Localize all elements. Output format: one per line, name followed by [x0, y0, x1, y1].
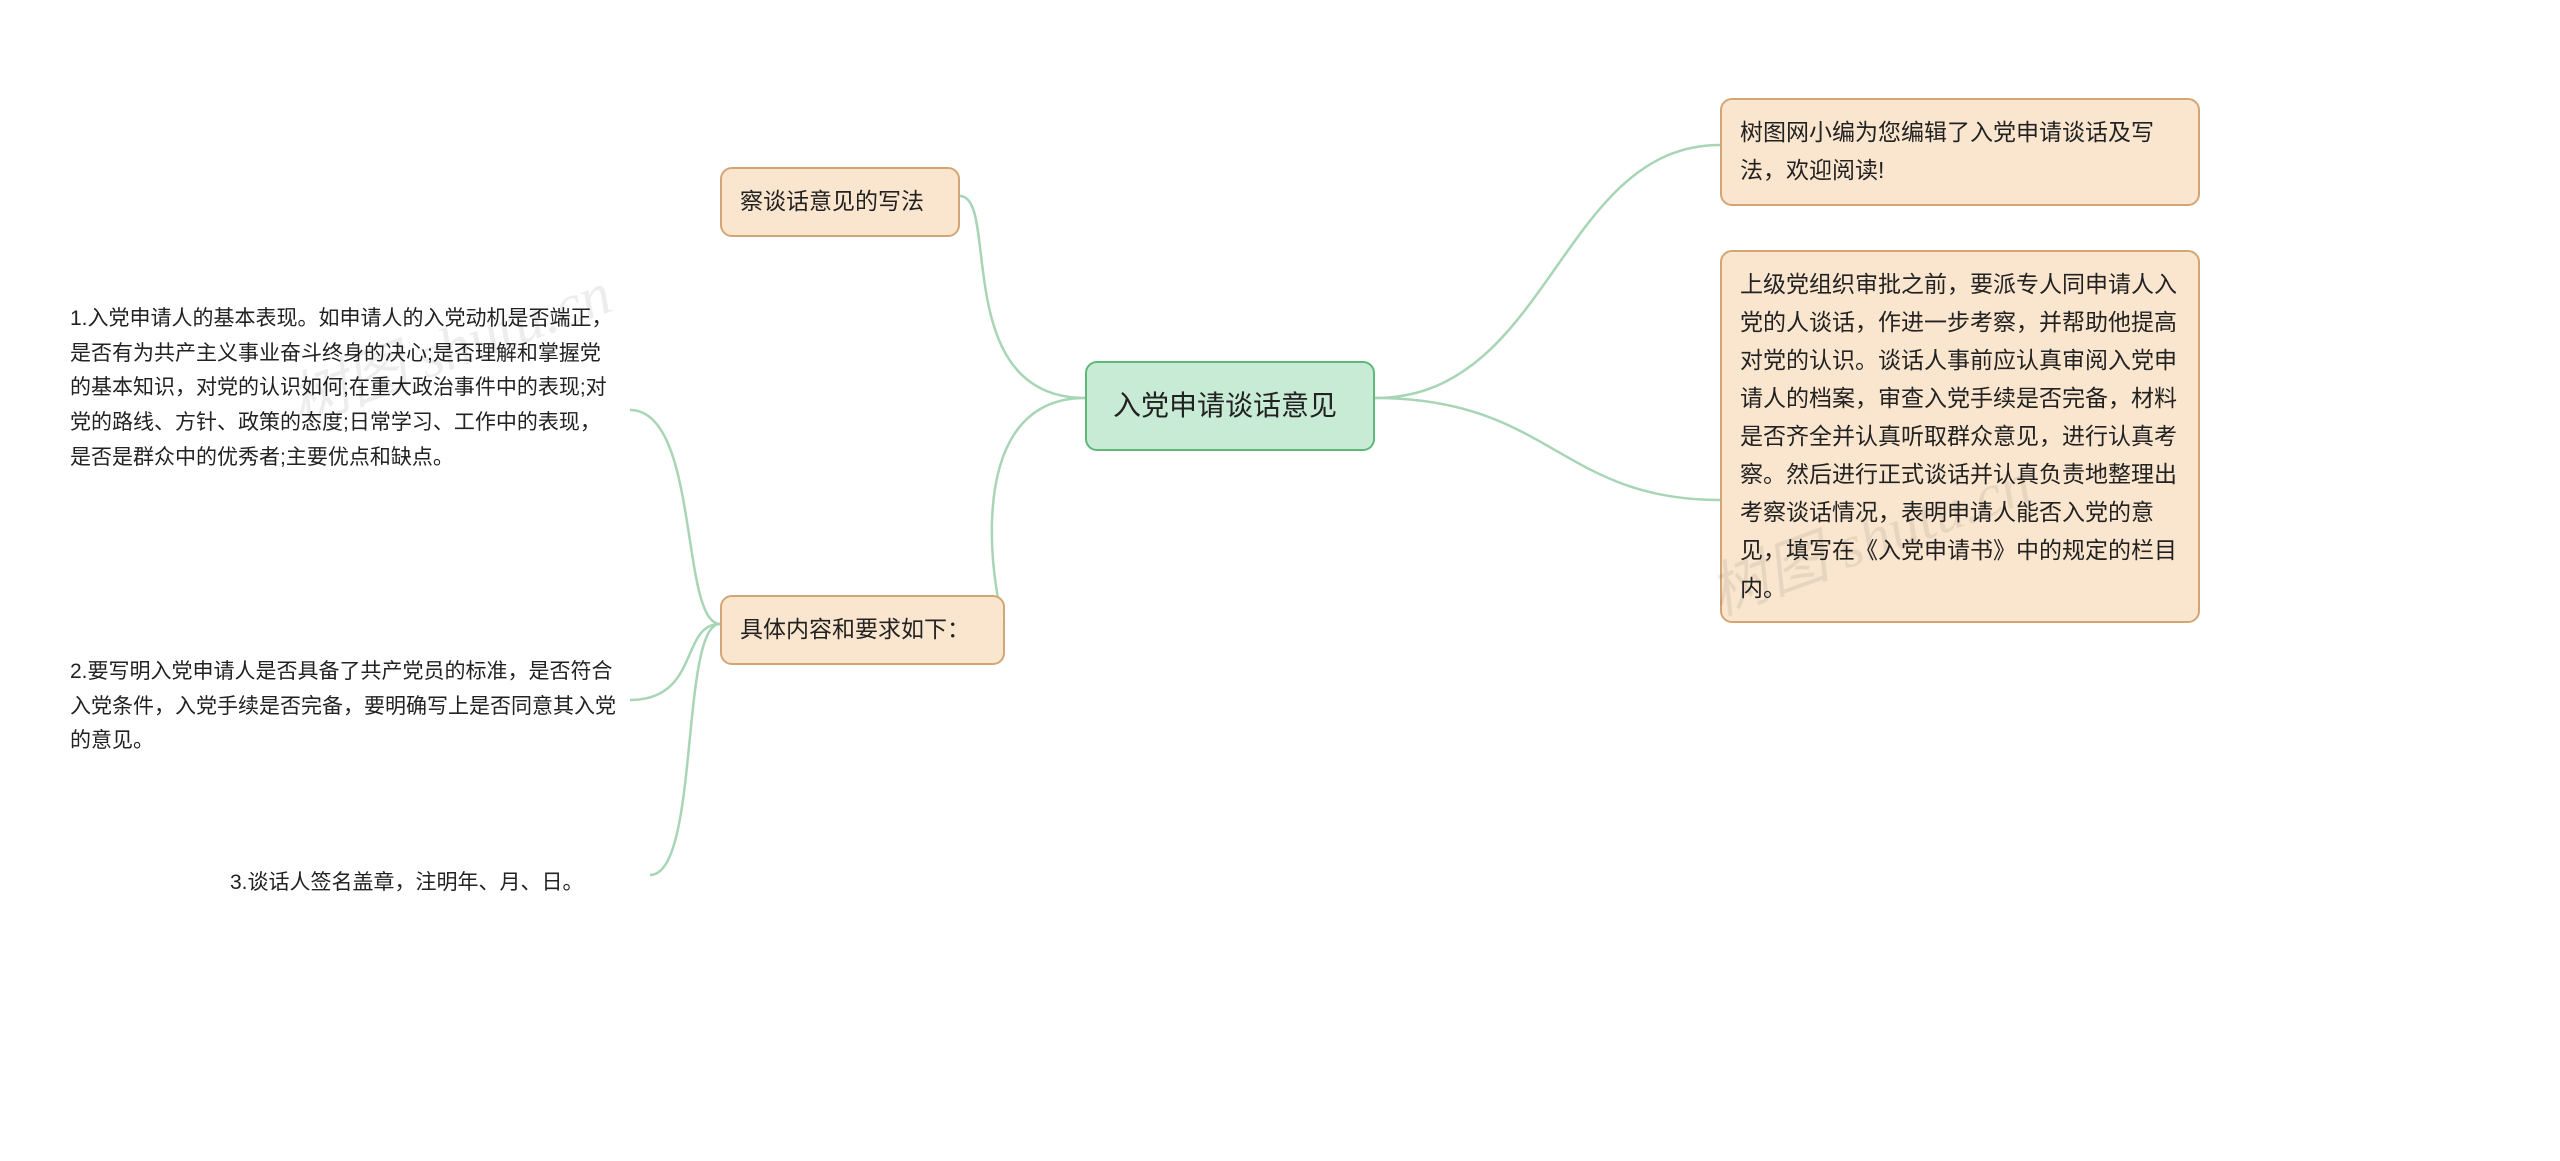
connector-path — [992, 398, 1085, 624]
leaf-1-text: 1.入党申请人的基本表现。如申请人的入党动机是否端正，是否有为共产主义事业奋斗终… — [70, 307, 613, 469]
connector-path — [1375, 398, 1720, 500]
leaf-node-2: 2.要写明入党申请人是否具备了共产党员的标准，是否符合入党条件，入党手续是否完备… — [60, 647, 630, 767]
branch-bottom-right-text: 上级党组织审批之前，要派专人同申请人入党的人谈话，作进一步考察，并帮助他提高对党… — [1740, 271, 2177, 601]
branch-bottom-left[interactable]: 具体内容和要求如下： — [720, 595, 1005, 665]
branch-top-left[interactable]: 察谈话意见的写法 — [720, 167, 960, 237]
connector-path — [630, 624, 720, 700]
leaf-node-1: 1.入党申请人的基本表现。如申请人的入党动机是否端正，是否有为共产主义事业奋斗终… — [60, 294, 630, 483]
leaf-2-text: 2.要写明入党申请人是否具备了共产党员的标准，是否符合入党条件，入党手续是否完备… — [70, 660, 616, 752]
center-text: 入党申请谈话意见 — [1113, 390, 1337, 421]
connector-path — [960, 196, 1085, 398]
leaf-node-3: 3.谈话人签名盖章，注明年、月、日。 — [220, 858, 650, 909]
branch-top-right[interactable]: 树图网小编为您编辑了入党申请谈话及写法，欢迎阅读! — [1720, 98, 2200, 206]
leaf-3-text: 3.谈话人签名盖章，注明年、月、日。 — [230, 871, 584, 894]
center-node[interactable]: 入党申请谈话意见 — [1085, 361, 1375, 451]
branch-top-right-text: 树图网小编为您编辑了入党申请谈话及写法，欢迎阅读! — [1740, 119, 2154, 183]
connector-path — [650, 624, 720, 875]
branch-bottom-left-text: 具体内容和要求如下： — [740, 616, 970, 642]
branch-bottom-right[interactable]: 上级党组织审批之前，要派专人同申请人入党的人谈话，作进一步考察，并帮助他提高对党… — [1720, 250, 2200, 623]
branch-top-left-text: 察谈话意见的写法 — [740, 188, 924, 214]
connector-path — [1375, 145, 1720, 398]
connector-path — [630, 410, 720, 624]
